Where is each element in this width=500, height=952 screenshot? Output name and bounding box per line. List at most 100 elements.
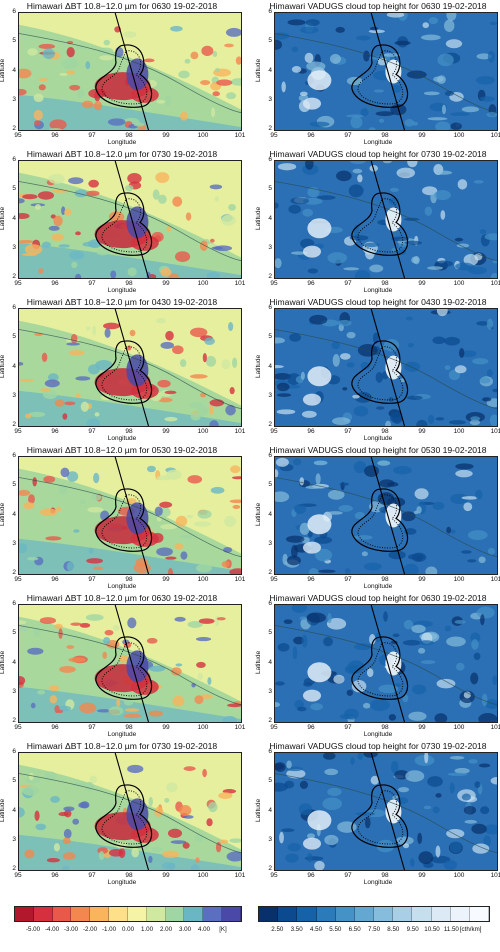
colorbar-label: [K]	[219, 926, 227, 933]
colorbar-label: 10.50	[424, 926, 440, 933]
colorbar-swatch	[184, 907, 204, 921]
y-axis-label: Latitude	[255, 354, 262, 378]
y-tick-label: 3	[12, 835, 16, 843]
x-tick-label: 100	[197, 576, 209, 583]
panel-title: Himawari VADUGS cloud top height for 043…	[269, 297, 487, 307]
colorbar-swatch	[127, 907, 147, 921]
y-tick-label: 5	[12, 185, 16, 193]
map-area	[18, 752, 242, 871]
x-tick-label: 97	[344, 872, 352, 879]
panel-title: Himawari VADUGS cloud top height for 053…	[269, 445, 487, 455]
x-tick-label: 99	[162, 428, 170, 435]
x-tick-label: 101	[234, 428, 246, 435]
x-axis-label: Longitude	[107, 731, 137, 738]
x-tick-label: 99	[162, 724, 170, 731]
x-tick-label: 99	[418, 428, 426, 435]
bt-map	[19, 605, 241, 722]
x-tick-label: 95	[270, 724, 278, 731]
y-tick-label: 6	[12, 748, 16, 755]
map-area	[274, 160, 498, 279]
x-tick-label: 97	[344, 576, 352, 583]
cth-colorbar	[258, 906, 490, 922]
x-tick-label: 98	[381, 872, 389, 879]
y-tick-label: 3	[12, 687, 16, 695]
colorbar-swatch	[15, 907, 34, 921]
map-panel: Himawari VADUGS cloud top height for 043…	[255, 296, 500, 450]
x-axis-label: Longitude	[107, 879, 137, 886]
colorbar-label: 2.50	[271, 926, 284, 933]
y-tick-label: 2	[12, 125, 16, 132]
x-tick-label: 96	[51, 576, 59, 583]
x-tick-label: 99	[162, 132, 170, 139]
y-tick-label: 4	[12, 66, 16, 74]
colorbar-label: 1.00	[140, 926, 154, 933]
y-tick-label: 2	[268, 569, 272, 576]
bt-map	[19, 161, 241, 278]
y-tick-label: 5	[12, 777, 16, 785]
x-tick-label: 98	[125, 576, 133, 583]
x-tick-label: 99	[162, 280, 170, 287]
x-axis-label: Longitude	[107, 435, 137, 442]
y-tick-label: 2	[268, 421, 272, 428]
y-tick-label: 4	[268, 362, 272, 370]
colorbar-label: 7.50	[367, 926, 381, 933]
colorbar-swatch	[450, 907, 470, 921]
y-axis-label: Latitude	[255, 502, 262, 526]
x-tick-label: 98	[125, 872, 133, 879]
x-tick-label: 99	[162, 872, 170, 879]
x-tick-label: 101	[490, 872, 500, 879]
x-tick-label: 99	[418, 872, 426, 879]
y-tick-label: 3	[12, 243, 16, 251]
x-tick-label: 100	[197, 724, 209, 731]
panel-title: Himawari VADUGS cloud top height for 063…	[269, 1, 487, 11]
colorbar-swatch	[374, 907, 394, 921]
x-tick-label: 101	[234, 872, 246, 879]
colorbar-swatch	[222, 907, 241, 921]
panel-title: Himawari ΔBT 10.8−12.0 µm for 0530 19-02…	[26, 445, 218, 455]
y-tick-label: 6	[12, 8, 16, 15]
y-tick-label: 6	[268, 600, 272, 607]
cth-map	[275, 753, 497, 870]
y-tick-label: 5	[268, 185, 272, 193]
bt-map	[19, 13, 241, 130]
y-tick-label: 4	[12, 806, 16, 814]
cth-map	[275, 13, 497, 130]
x-axis-label: Longitude	[107, 287, 137, 294]
map-panel: Himawari ΔBT 10.8−12.0 µm for 0730 19-02…	[0, 740, 245, 894]
x-tick-label: 101	[234, 724, 246, 731]
x-tick-label: 100	[197, 428, 209, 435]
y-tick-label: 6	[12, 600, 16, 607]
x-tick-label: 97	[344, 280, 352, 287]
colorbar-swatch	[33, 907, 53, 921]
y-tick-label: 4	[268, 510, 272, 518]
colorbar-label: 5.50	[329, 926, 342, 933]
map-area	[18, 456, 242, 575]
colorbar-label: 4.50	[309, 926, 323, 933]
y-tick-label: 2	[268, 865, 272, 872]
colorbar-swatch	[412, 907, 432, 921]
x-tick-label: 95	[14, 280, 22, 287]
x-tick-label: 95	[14, 576, 22, 583]
x-tick-label: 95	[14, 872, 22, 879]
cth-map	[275, 161, 497, 278]
y-tick-label: 5	[268, 629, 272, 637]
y-axis-label: Latitude	[255, 206, 262, 230]
x-tick-label: 98	[381, 132, 389, 139]
x-tick-label: 100	[453, 428, 465, 435]
colorbar-swatch	[259, 907, 279, 921]
x-axis-label: Longitude	[363, 139, 393, 146]
colorbar-label: -2.00	[82, 926, 98, 933]
colorbar-label: [cth/km]	[459, 926, 482, 933]
panel-title: Himawari ΔBT 10.8−12.0 µm for 0430 19-02…	[26, 297, 218, 307]
y-tick-label: 4	[268, 806, 272, 814]
panel-title: Himawari VADUGS cloud top height for 073…	[269, 149, 487, 159]
colorbar-swatch	[109, 907, 128, 921]
map-area	[274, 752, 498, 871]
colorbar-label: 2.00	[159, 926, 173, 933]
x-axis-label: Longitude	[363, 435, 393, 442]
y-tick-label: 5	[12, 37, 16, 45]
cth-colorbar-labels: 2.50 3.50 4.50 5.50 6.50 7.50 8.50 9.50 10.50 11.…	[258, 926, 490, 936]
colorbar-swatch	[469, 907, 490, 921]
x-tick-label: 97	[88, 576, 96, 583]
map-area	[18, 160, 242, 279]
